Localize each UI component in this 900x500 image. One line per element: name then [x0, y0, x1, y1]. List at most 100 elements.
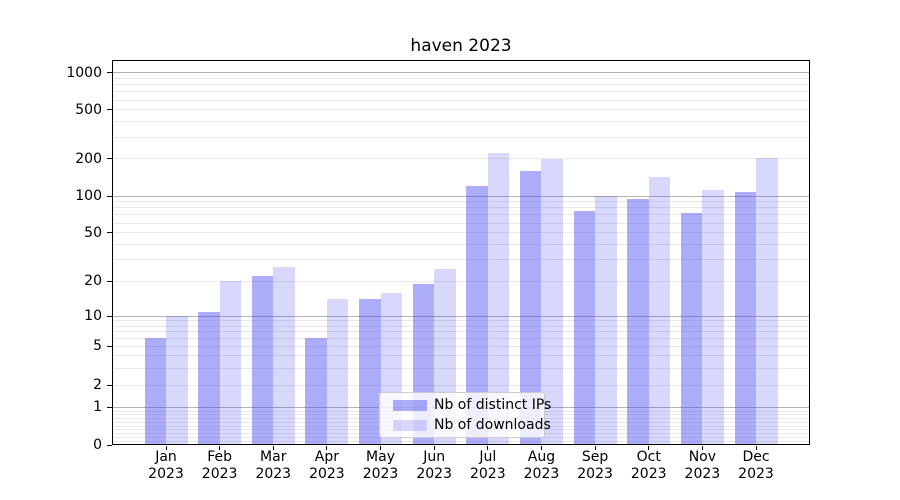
- gridline-minor-6: [112, 337, 810, 339]
- y-tick-2: [107, 384, 112, 386]
- x-tick-label-oct: Oct 2023: [630, 449, 667, 482]
- gridline-minor-70: [112, 214, 810, 216]
- x-tick-label-may: May 2023: [362, 449, 399, 482]
- x-tick-jul: [487, 446, 489, 450]
- bar-distinct-ips-oct: [627, 198, 649, 445]
- gridline-minor-800: [112, 84, 810, 86]
- chart-title: haven 2023: [410, 36, 512, 56]
- x-tick-jun: [433, 446, 435, 450]
- y-tick-label-1: 1: [93, 399, 102, 416]
- x-tick-label-jul: Jul 2023: [469, 449, 506, 482]
- gridline-minor-600: [112, 99, 810, 101]
- y-tick-label-10: 10: [84, 308, 102, 325]
- gridline-major-1000: [112, 72, 810, 74]
- bar-distinct-ips-jul: [466, 186, 488, 445]
- y-tick-label-0: 0: [93, 437, 102, 453]
- x-tick-label-sep: Sep 2023: [577, 449, 613, 482]
- legend-item-distinct-ips: Nb of distinct IPs: [388, 396, 551, 414]
- x-tick-jan: [165, 446, 167, 450]
- bar-downloads-apr: [326, 299, 349, 445]
- gridline-minor-3: [112, 367, 810, 369]
- gridline-minor-700: [112, 91, 810, 93]
- legend: Nb of distinct IPs Nb of downloads: [379, 392, 551, 438]
- gridline-minor-2: [112, 384, 810, 386]
- bar-downloads-feb: [219, 281, 242, 445]
- bar-downloads-nov: [702, 189, 724, 445]
- bar-distinct-ips-nov: [680, 212, 703, 445]
- gridline-minor-7: [112, 331, 810, 333]
- bar-distinct-ips-may: [359, 299, 381, 445]
- gridline-minor-5: [112, 345, 810, 347]
- bar-distinct-ips-feb: [198, 311, 220, 445]
- x-tick-apr: [326, 446, 328, 450]
- bar-downloads-dec: [756, 158, 778, 445]
- bar-distinct-ips-aug: [519, 170, 542, 445]
- y-tick-label-200: 200: [75, 150, 102, 167]
- y-tick-label-1000: 1000: [66, 64, 102, 81]
- x-tick-label-aug: Aug 2023: [523, 449, 560, 482]
- y-tick-label-500: 500: [75, 101, 102, 118]
- x-tick-aug: [540, 446, 542, 450]
- bar-distinct-ips-mar: [251, 276, 274, 445]
- gridline-major-100: [112, 195, 810, 197]
- bar-distinct-ips-apr: [305, 338, 327, 445]
- bar-downloads-sep: [595, 196, 617, 445]
- y-tick-label-100: 100: [75, 188, 102, 205]
- gridline-minor-0.1: [112, 440, 810, 442]
- gridline-minor-90: [112, 201, 810, 203]
- gridline-minor-80: [112, 207, 810, 209]
- legend-label-distinct-ips: Nb of distinct IPs: [434, 397, 552, 413]
- y-tick-1: [107, 406, 112, 408]
- gridline-minor-60: [112, 222, 810, 224]
- x-tick-dec: [755, 446, 757, 450]
- x-tick-label-jan: Jan 2023: [148, 449, 184, 482]
- x-tick-sep: [594, 446, 596, 450]
- legend-label-downloads: Nb of downloads: [434, 417, 551, 433]
- x-tick-label-nov: Nov 2023: [684, 449, 721, 482]
- gridline-minor-50: [112, 232, 810, 234]
- y-tick-500: [107, 109, 112, 111]
- y-tick-10: [107, 315, 112, 317]
- bar-distinct-ips-jan: [144, 338, 166, 445]
- x-tick-mar: [272, 446, 274, 450]
- gridline-minor-8: [112, 325, 810, 327]
- x-tick-label-feb: Feb 2023: [201, 449, 238, 482]
- y-tick-1000: [107, 72, 112, 74]
- y-tick-label-5: 5: [93, 338, 102, 355]
- gridline-minor-300: [112, 136, 810, 138]
- bar-distinct-ips-dec: [734, 192, 756, 445]
- x-tick-label-jun: Jun 2023: [416, 449, 452, 482]
- y-tick-label-2: 2: [93, 377, 102, 394]
- gridline-minor-400: [112, 121, 810, 123]
- bar-downloads-jan: [166, 316, 188, 445]
- y-tick-100: [107, 195, 112, 197]
- gridline-minor-200: [112, 158, 810, 160]
- x-tick-label-apr: Apr 2023: [309, 449, 345, 482]
- gridline-minor-30: [112, 259, 810, 261]
- bar-downloads-oct: [648, 176, 671, 445]
- bar-downloads-mar: [273, 267, 295, 445]
- gridline-minor-500: [112, 109, 810, 111]
- x-tick-may: [380, 446, 382, 450]
- legend-swatch-distinct-ips-icon: [393, 399, 427, 411]
- y-tick-50: [107, 232, 112, 234]
- y-tick-20: [107, 280, 112, 282]
- y-tick-5: [107, 345, 112, 347]
- legend-item-downloads: Nb of downloads: [388, 416, 551, 434]
- bar-downloads-aug: [541, 158, 563, 445]
- x-tick-nov: [701, 446, 703, 450]
- x-tick-feb: [219, 446, 221, 450]
- gridline-minor-900: [112, 77, 810, 79]
- gridline-minor-9: [112, 320, 810, 322]
- bar-distinct-ips-sep: [573, 211, 596, 445]
- y-tick-label-50: 50: [84, 224, 102, 241]
- bar-downloads-jul: [487, 153, 510, 445]
- x-tick-label-mar: Mar 2023: [255, 449, 292, 482]
- legend-swatch-downloads-icon: [393, 419, 427, 431]
- gridline-minor-20: [112, 280, 810, 282]
- x-tick-label-dec: Dec 2023: [738, 449, 774, 482]
- y-tick-200: [107, 158, 112, 160]
- y-tick-label-20: 20: [84, 273, 102, 290]
- gridline-major-10: [112, 315, 810, 317]
